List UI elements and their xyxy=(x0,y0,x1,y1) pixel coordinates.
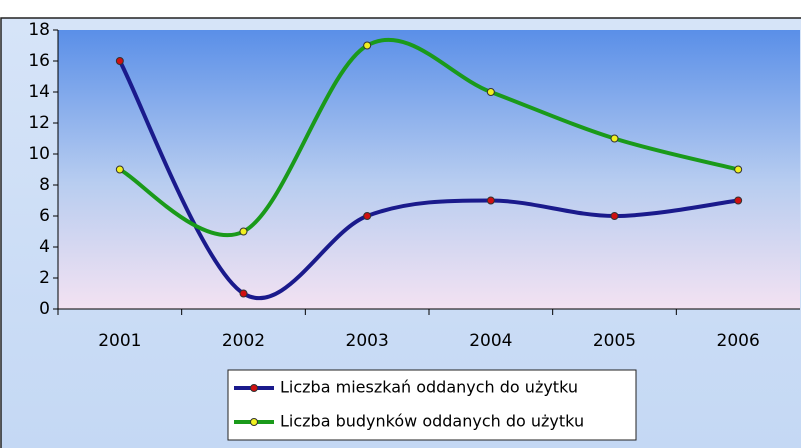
point-marker xyxy=(363,41,372,50)
point-marker xyxy=(239,289,248,298)
x-tick-label: 2002 xyxy=(222,331,265,351)
legend-marker xyxy=(250,384,258,392)
legend-marker xyxy=(250,418,258,426)
y-tick-label: 12 xyxy=(28,113,50,133)
point-marker xyxy=(610,134,619,143)
point-marker xyxy=(486,88,495,96)
y-tick-label: 14 xyxy=(28,82,50,102)
point-marker xyxy=(363,212,372,220)
y-tick-label: 16 xyxy=(28,51,50,71)
point-marker xyxy=(239,227,248,236)
point-marker xyxy=(115,57,124,65)
point-marker xyxy=(734,165,743,174)
x-tick-label: 2004 xyxy=(469,331,512,351)
y-tick-label: 6 xyxy=(39,206,50,226)
plot-area xyxy=(58,30,800,309)
legend-label: Liczba mieszkań oddanych do użytku xyxy=(280,378,578,397)
point-marker xyxy=(734,196,743,205)
y-tick-label: 4 xyxy=(39,237,50,257)
x-tick-label: 2005 xyxy=(593,331,636,351)
x-tick-label: 2006 xyxy=(717,331,760,351)
y-tick-label: 2 xyxy=(39,268,50,288)
legend-label: Liczba budynków oddanych do użytku xyxy=(280,412,584,431)
y-tick-label: 10 xyxy=(28,144,50,164)
y-tick-label: 18 xyxy=(28,20,50,40)
y-tick-label: 8 xyxy=(39,175,50,195)
x-tick-label: 2001 xyxy=(98,331,141,351)
legend xyxy=(227,369,637,441)
point-marker xyxy=(486,196,495,205)
x-tick-label: 2003 xyxy=(346,331,389,351)
y-tick-label: 0 xyxy=(39,299,50,319)
point-marker xyxy=(610,212,619,220)
point-marker xyxy=(115,165,124,174)
